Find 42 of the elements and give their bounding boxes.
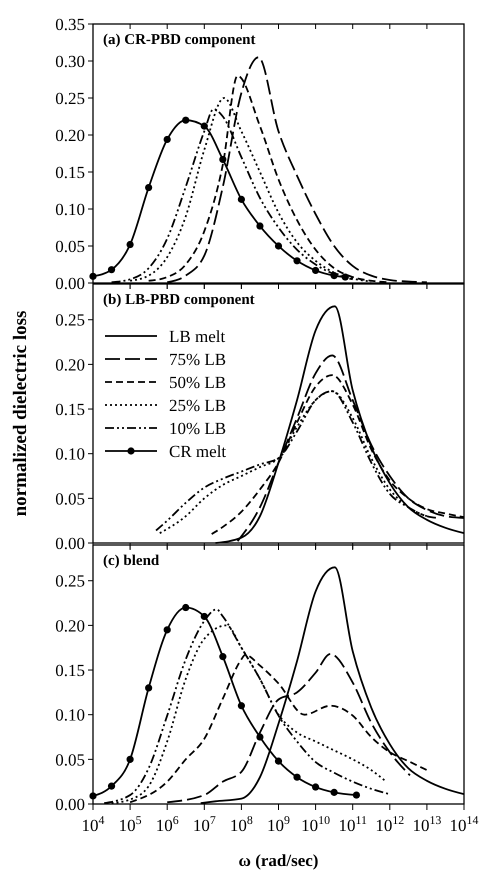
y-tick-label: 0.35 <box>55 15 85 34</box>
y-axis-title: normalized dielectric loss <box>10 310 31 516</box>
y-tick-label: 0.20 <box>55 616 85 636</box>
y-tick-label: 0.25 <box>55 572 85 591</box>
y-tick-label: 0.25 <box>55 89 85 108</box>
x-tick-label: 10$^{12}$ <box>375 813 404 835</box>
y-tick-label: 0.15 <box>55 400 85 420</box>
y-tick-label: 0.20 <box>55 355 85 374</box>
legend-label: 50% LB <box>169 373 226 392</box>
y-tick-label: 0.05 <box>55 750 85 770</box>
y-tick-label: 0.00 <box>55 795 85 814</box>
x-tick-label: 10$^{11}$ <box>338 813 367 835</box>
y-tick-label: 0.00 <box>55 534 85 553</box>
x-tick-label: 10$^{13}$ <box>412 813 442 835</box>
y-tick-label: 0.10 <box>55 200 85 219</box>
y-tick-label: 0.10 <box>55 706 85 725</box>
x-tick-label: 10$^{6}$ <box>156 813 179 835</box>
x-axis-title: ω (rad/sec) <box>238 851 318 870</box>
x-tick-label: 10$^{10}$ <box>301 813 330 835</box>
y-tick-label: 0.05 <box>55 237 85 256</box>
text: (c) blend <box>103 553 160 569</box>
legend-label: CR melt <box>169 442 226 461</box>
legend-label: 75% LB <box>169 350 226 369</box>
y-tick-label: 0.15 <box>55 661 85 680</box>
y-tick-label: 0.15 <box>55 163 85 182</box>
x-tick-label: 10$^{9}$ <box>267 813 290 835</box>
legend-label: 25% LB <box>169 396 226 415</box>
text: (b) LB-PBD component <box>103 292 255 308</box>
legend-label: 10% LB <box>169 419 226 438</box>
x-tick-label: 10$^{14}$ <box>450 813 478 835</box>
y-tick-label: 0.25 <box>55 310 85 330</box>
y-tick-label: 0.05 <box>55 489 85 508</box>
x-tick-label: 10$^{5}$ <box>118 813 142 835</box>
text: (a) CR-PBD component <box>103 32 256 48</box>
y-tick-label: 0.30 <box>55 52 85 71</box>
y-tick-label: 0.00 <box>55 274 85 293</box>
y-tick-label: 0.10 <box>55 444 85 464</box>
y-tick-label: 0.20 <box>55 126 85 145</box>
x-tick-label: 10$^{8}$ <box>230 813 253 835</box>
x-tick-label: 10$^{7}$ <box>192 813 216 835</box>
x-tick-label: 10$^{4}$ <box>82 813 105 835</box>
legend-label: LB melt <box>169 327 226 346</box>
